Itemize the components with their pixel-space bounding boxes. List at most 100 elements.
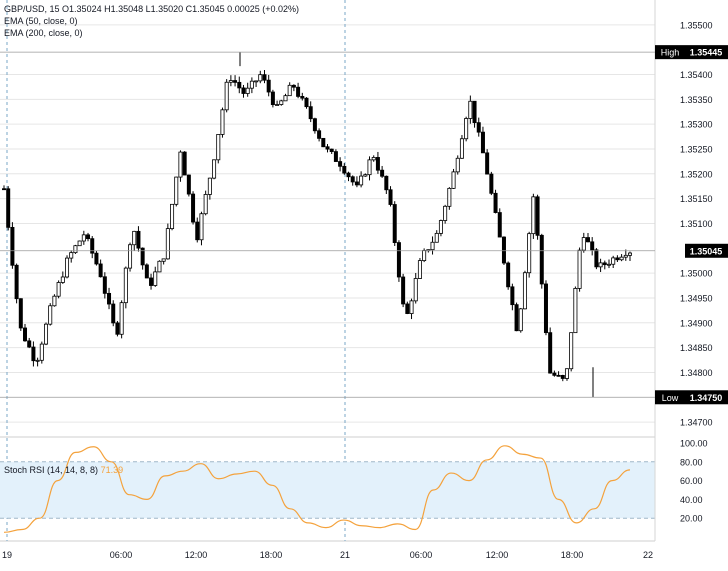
price-tick-label: 1.35150	[680, 194, 713, 204]
price-tick-label: 1.35200	[680, 169, 713, 179]
candle-body-up	[48, 305, 53, 325]
candle-body-down	[384, 175, 389, 191]
candle	[2, 185, 7, 191]
candle	[275, 100, 280, 106]
candle	[590, 237, 595, 256]
candle-body-down	[338, 161, 343, 167]
price-tick-label: 1.34800	[680, 368, 713, 378]
price-axis-bg	[655, 0, 728, 566]
candle-body-down	[300, 96, 305, 99]
candle	[279, 99, 284, 106]
candle	[405, 301, 410, 315]
legend-ema50[interactable]: EMA (50, close, 0)	[4, 16, 78, 26]
candle-body-up	[522, 272, 527, 310]
candle	[338, 157, 343, 172]
candle	[384, 175, 389, 194]
candle-body-up	[577, 249, 582, 289]
candle	[174, 176, 179, 207]
candle	[178, 150, 183, 182]
session-separators	[6, 0, 346, 541]
candle	[409, 298, 414, 320]
candle	[132, 230, 137, 251]
candle	[577, 247, 582, 292]
candle	[388, 186, 393, 207]
candle-body-up	[73, 245, 78, 254]
candle	[350, 175, 355, 186]
candle-body-up	[161, 258, 166, 262]
rsi-legend: Stoch RSI (14, 14, 8, 8) 71.39	[4, 465, 123, 475]
candle-body-up	[531, 196, 536, 235]
candle	[531, 193, 536, 239]
candle-body-down	[485, 152, 490, 175]
price-labels: High 1.35445 1.35045 Low 1.34750	[0, 45, 728, 405]
candle-body-up	[468, 100, 473, 119]
candle-body-down	[186, 174, 191, 195]
candle	[212, 159, 217, 180]
candle	[233, 75, 238, 87]
candle	[254, 80, 259, 87]
candle-body-down	[115, 322, 120, 335]
candle-body-up	[581, 237, 586, 251]
candle-body-up	[216, 134, 221, 161]
candle	[111, 300, 116, 327]
candle	[556, 371, 561, 377]
candle-body-down	[329, 148, 334, 152]
candle-body-up	[363, 174, 368, 177]
candle-body-up	[174, 176, 179, 205]
candle	[161, 258, 166, 265]
candle-body-down	[405, 303, 410, 314]
candle-body-up	[52, 295, 57, 307]
candle	[102, 272, 107, 299]
candle	[18, 298, 23, 331]
candle-body-up	[443, 205, 448, 221]
candle	[119, 300, 124, 339]
candle-body-up	[123, 267, 128, 304]
price-tick-label: 1.35100	[680, 219, 713, 229]
legend-symbol[interactable]: GBP/USD, 15	[4, 4, 60, 14]
candle	[623, 249, 628, 261]
candle-body-up	[623, 254, 628, 258]
candle-body-up	[153, 271, 158, 286]
candle	[249, 77, 254, 94]
candle	[451, 168, 456, 189]
candle	[35, 357, 40, 367]
candle	[220, 107, 225, 138]
candle-body-down	[102, 276, 107, 294]
candle-body-up	[287, 84, 292, 97]
candle-body-down	[325, 146, 330, 150]
candle-body-up	[279, 100, 284, 105]
candle-body-up	[628, 252, 633, 256]
candle-body-down	[182, 151, 187, 176]
candle	[296, 82, 301, 99]
candle	[438, 219, 443, 237]
candle-body-down	[14, 264, 19, 300]
time-axis[interactable]: 19 06:00 12:00 18:00 21 06:00 12:00 18:00 22	[2, 550, 653, 560]
candle-body-down	[380, 169, 385, 177]
candle-body-down	[237, 81, 242, 89]
legend-ohlc: O1.35024 H1.35048 L1.35020 C1.35045 0.00…	[62, 4, 299, 14]
legend-ohlc-line: GBP/USD, 15 O1.35024 H1.35048 L1.35020 C…	[4, 3, 299, 15]
rsi-legend-label[interactable]: Stoch RSI (14, 14, 8, 8)	[4, 465, 99, 475]
candle-body-up	[178, 151, 183, 178]
candle-body-up	[249, 80, 254, 89]
candle	[136, 226, 141, 252]
candle-body-up	[44, 323, 49, 345]
candle	[258, 70, 263, 84]
candle	[489, 171, 494, 196]
candle-body-down	[493, 192, 498, 213]
candle-body-up	[119, 302, 124, 335]
candle-body-down	[514, 304, 519, 332]
candle	[182, 151, 187, 176]
time-tick-label: 21	[340, 550, 350, 560]
rsi-layer	[3, 445, 631, 533]
candle	[535, 194, 540, 240]
candle-body-up	[60, 276, 65, 283]
candle-body-down	[308, 106, 313, 120]
candle	[396, 240, 401, 282]
candle-body-down	[497, 212, 502, 238]
price-axis[interactable]: 1.35500 1.35400 1.35350 1.35300 1.35250 1.352…	[654, 0, 728, 566]
candle-body-down	[548, 332, 553, 374]
legend-ema200[interactable]: EMA (200, close, 0)	[4, 28, 83, 38]
candle-body-up	[573, 288, 578, 334]
